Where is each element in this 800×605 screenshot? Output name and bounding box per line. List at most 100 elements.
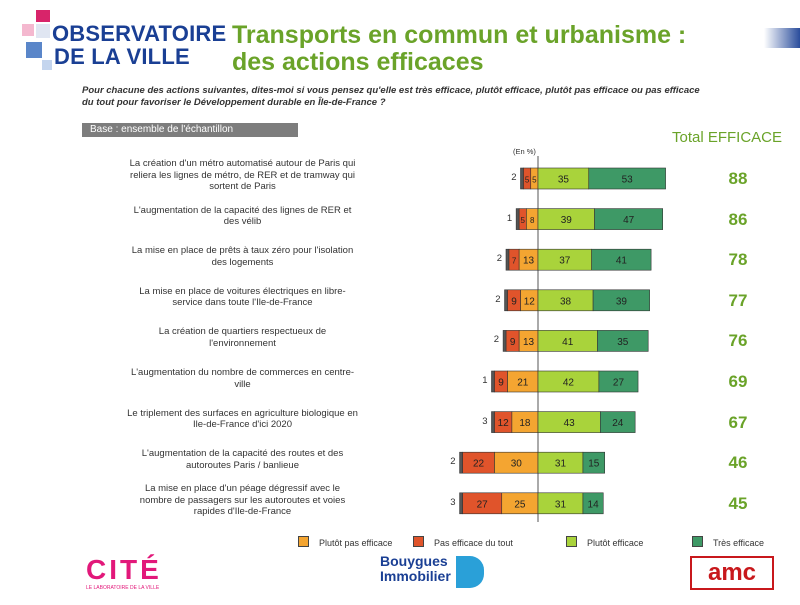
bouygues-logo: Bouygues Immobilier bbox=[380, 554, 490, 594]
bar-value-pas-efficace-du-tout: 27 bbox=[477, 499, 489, 510]
row-label: L'augmentation de la capacité des routes… bbox=[90, 448, 395, 471]
row-total: 88 bbox=[728, 169, 748, 188]
row-label-line: ville bbox=[234, 378, 251, 390]
bar-value-plutot-efficace: 31 bbox=[555, 459, 567, 470]
row-total: 45 bbox=[728, 493, 748, 513]
bar-value-plutot-efficace: 38 bbox=[560, 296, 572, 307]
bar-value-pas-efficace-du-tout: 12 bbox=[498, 418, 510, 429]
bar-value-tres-efficace: 41 bbox=[616, 256, 628, 267]
logo-line-1: OBSERVATOIRE bbox=[52, 21, 227, 46]
legend-label: Plutôt pas efficace bbox=[319, 538, 393, 548]
row-label-line: La création de quartiers respectueux de bbox=[158, 326, 327, 338]
legend-label: Très efficace bbox=[713, 538, 765, 548]
logo-mark bbox=[22, 10, 52, 72]
bar-value-pas-efficace-du-tout: 9 bbox=[498, 378, 504, 389]
bar-value-tres-efficace: 47 bbox=[623, 215, 635, 226]
total-header: Total EFFICACE bbox=[672, 129, 783, 146]
bar-value-nsp: 2 bbox=[511, 172, 517, 183]
title-line-1: Transports en commun et urbanisme : bbox=[232, 21, 687, 49]
row-label: La mise en place de prêts à taux zéro po… bbox=[90, 245, 395, 268]
legend-item: Pas efficace du tout bbox=[413, 536, 513, 548]
bar-segment-tres-efficace bbox=[592, 289, 650, 312]
bar-value-pas-efficace-du-tout: 7 bbox=[512, 257, 517, 266]
bar-segment-nsp bbox=[491, 370, 495, 393]
bar-value-plutot-pas-efficace: 13 bbox=[523, 256, 535, 267]
legend-swatch bbox=[298, 536, 309, 547]
row-total: 67 bbox=[728, 412, 748, 432]
logo-text: OBSERVATOIRE DE LA VILLE bbox=[52, 22, 226, 68]
row-label-line: des logements bbox=[211, 256, 274, 268]
legend-item: Plutôt pas efficace bbox=[298, 536, 392, 548]
bar-value-nsp: 3 bbox=[482, 415, 488, 427]
bar-value-pas-efficace-du-tout: 9 bbox=[510, 337, 516, 348]
bar-value-tres-efficace: 24 bbox=[612, 418, 624, 429]
row-label: La mise en place d'un péage dégressif av… bbox=[90, 483, 395, 518]
title-line-2: des actions efficaces bbox=[232, 48, 484, 76]
bar-segment-tres-efficace bbox=[582, 451, 606, 474]
row-total: 86 bbox=[728, 209, 748, 229]
bar-segment-tres-efficace bbox=[600, 411, 636, 433]
row-label-line: La mise en place de prêts à taux zéro po… bbox=[131, 245, 354, 257]
logo-line-2: DE LA VILLE bbox=[54, 44, 190, 69]
amc-logo: amc bbox=[690, 556, 774, 590]
row-label: L'augmentation de la capacité des lignes… bbox=[90, 205, 395, 228]
row-total: 76 bbox=[728, 331, 748, 351]
bar-segment-tres-efficace bbox=[597, 330, 649, 352]
row-label-line: sortent de Paris bbox=[209, 181, 276, 193]
bar-value-nsp: 2 bbox=[493, 334, 500, 346]
legend-item: Plutôt efficace bbox=[566, 536, 643, 548]
row-label: La mise en place de voitures électriques… bbox=[90, 286, 395, 309]
row-label-line: rapides d'Ile-de-France bbox=[193, 506, 292, 518]
bar-value-plutot-efficace: 41 bbox=[562, 337, 574, 348]
bar-value-nsp: 1 bbox=[482, 375, 488, 386]
bar-value-plutot-pas-efficace: 18 bbox=[519, 418, 531, 429]
page-title: Transports en commun et urbanisme : des … bbox=[232, 22, 686, 76]
bar-value-tres-efficace: 53 bbox=[622, 175, 634, 186]
question-text: Pour chacune des actions suivantes, dite… bbox=[82, 85, 700, 108]
bar-value-pas-efficace-du-tout: 22 bbox=[473, 459, 485, 470]
bar-value-plutot-pas-efficace: 30 bbox=[511, 459, 523, 470]
bar-segment-nsp bbox=[515, 208, 520, 230]
bar-segment-nsp bbox=[505, 248, 510, 271]
bar-value-plutot-efficace: 31 bbox=[555, 499, 567, 510]
bar-value-nsp: 2 bbox=[496, 253, 502, 265]
bar-value-tres-efficace: 15 bbox=[588, 459, 600, 470]
bar-value-plutot-efficace: 43 bbox=[564, 418, 576, 429]
row-label: L'augmentation du nombre de commerces en… bbox=[90, 367, 395, 390]
bouygues-b-mark bbox=[456, 556, 484, 588]
bar-value-nsp: 2 bbox=[495, 293, 501, 305]
cite-logo: CITÉ LE LABORATOIRE DE LA VILLE bbox=[86, 555, 198, 593]
bar-value-plutot-pas-efficace: 25 bbox=[514, 499, 526, 510]
row-total: 46 bbox=[728, 453, 748, 473]
row-label-line: service dans toute l'Ile-de-France bbox=[172, 297, 313, 309]
bar-segment-tres-efficace bbox=[594, 208, 663, 230]
bar-segment-nsp bbox=[520, 167, 524, 190]
bar-value-plutot-efficace: 39 bbox=[561, 215, 573, 226]
corner-accent bbox=[764, 28, 800, 48]
row-label-line: L'augmentation du nombre de commerces en… bbox=[130, 367, 355, 378]
bar-value-plutot-pas-efficace: 12 bbox=[524, 296, 536, 307]
base-label: Base : ensemble de l'échantillon bbox=[82, 123, 298, 137]
bouygues-line-1: Bouygues bbox=[380, 553, 448, 569]
row-label: Le triplement des surfaces en agricultur… bbox=[90, 408, 395, 431]
legend-swatch bbox=[413, 536, 424, 547]
legend-label: Plutôt efficace bbox=[587, 538, 644, 548]
bar-value-pas-efficace-du-tout: 9 bbox=[511, 296, 517, 307]
row-label-line: l'environnement bbox=[209, 337, 276, 349]
bar-value-nsp: 2 bbox=[450, 456, 456, 468]
bar-value-tres-efficace: 39 bbox=[616, 296, 628, 307]
row-label-line: L'augmentation de la capacité des routes… bbox=[141, 448, 344, 460]
cite-logo-text: CITÉ bbox=[86, 554, 162, 585]
bar-value-pas-efficace-du-tout: 5 bbox=[521, 216, 526, 225]
legend-label: Pas efficace du tout bbox=[434, 538, 513, 548]
row-label-line: La création d'un métro automatisé autour… bbox=[129, 158, 356, 170]
bar-segment-nsp bbox=[459, 492, 463, 515]
bar-value-nsp: 3 bbox=[450, 496, 456, 508]
legend-swatch bbox=[566, 536, 577, 547]
row-label-line: des vélib bbox=[223, 216, 262, 228]
row-label-line: Ile-de-France d'ici 2020 bbox=[193, 419, 292, 431]
row-label-line: Le triplement des surfaces en agricultur… bbox=[127, 407, 358, 419]
legend-swatch bbox=[692, 536, 703, 547]
bar-value-plutot-pas-efficace: 13 bbox=[523, 337, 535, 348]
